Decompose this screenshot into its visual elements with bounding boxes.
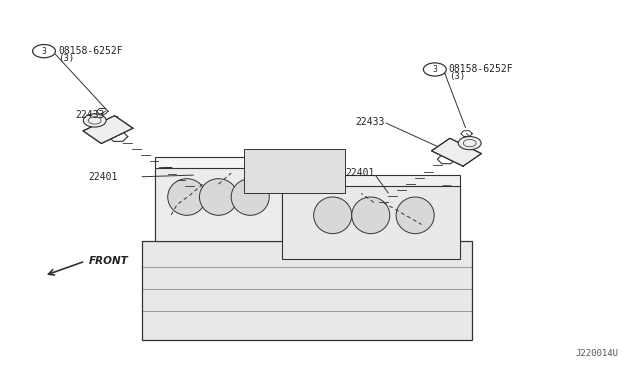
Polygon shape xyxy=(155,168,282,241)
Polygon shape xyxy=(282,175,460,259)
Circle shape xyxy=(83,114,106,127)
Text: 22433: 22433 xyxy=(76,109,105,119)
Ellipse shape xyxy=(231,179,269,215)
Circle shape xyxy=(458,137,481,150)
Text: 3: 3 xyxy=(433,65,437,74)
Text: (3): (3) xyxy=(449,72,465,81)
Polygon shape xyxy=(282,186,460,259)
Text: (3): (3) xyxy=(59,54,75,63)
Text: 22433: 22433 xyxy=(355,117,384,127)
Text: J220014U: J220014U xyxy=(575,349,618,358)
Text: FRONT: FRONT xyxy=(88,256,128,266)
Text: 08158-6252F: 08158-6252F xyxy=(449,64,513,74)
Text: 3: 3 xyxy=(42,46,47,56)
Polygon shape xyxy=(431,138,481,166)
Text: 22401: 22401 xyxy=(346,168,375,178)
Polygon shape xyxy=(83,116,133,144)
Ellipse shape xyxy=(168,179,206,215)
Text: 08158-6252F: 08158-6252F xyxy=(59,46,124,56)
Ellipse shape xyxy=(352,197,390,234)
Polygon shape xyxy=(155,157,282,259)
Polygon shape xyxy=(244,149,346,193)
Polygon shape xyxy=(142,241,472,340)
Text: 22401: 22401 xyxy=(88,172,118,182)
Ellipse shape xyxy=(396,197,434,234)
Ellipse shape xyxy=(200,179,237,215)
Ellipse shape xyxy=(314,197,352,234)
